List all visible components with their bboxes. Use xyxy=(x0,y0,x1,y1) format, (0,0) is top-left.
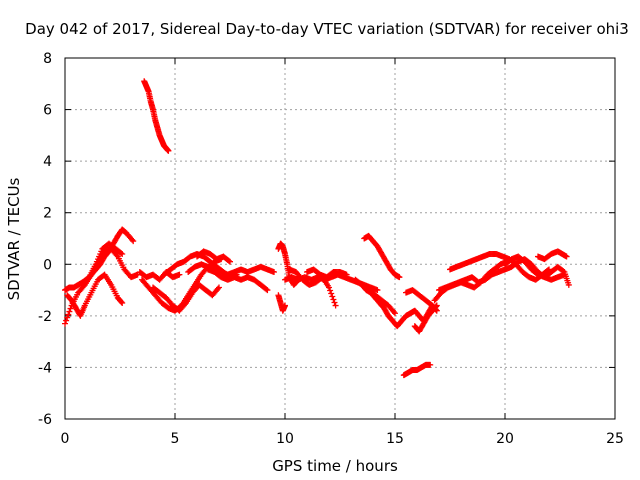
data-point xyxy=(225,257,232,264)
series-track-h xyxy=(150,281,222,314)
data-point xyxy=(118,299,125,306)
series-track-d xyxy=(79,240,126,286)
data-point xyxy=(165,147,172,154)
data-points xyxy=(62,78,572,379)
data-point xyxy=(392,310,398,317)
data-point xyxy=(332,302,339,309)
data-point xyxy=(176,271,183,278)
data-point xyxy=(119,250,126,257)
data-point xyxy=(216,284,222,291)
data-point xyxy=(263,286,270,293)
data-point xyxy=(118,250,125,257)
series-track-v xyxy=(411,302,440,335)
series-track-k xyxy=(205,266,271,294)
y-tick-label: 4 xyxy=(43,154,52,170)
data-point xyxy=(62,320,68,327)
data-point xyxy=(331,299,338,306)
data-point xyxy=(264,287,271,294)
series-track-t xyxy=(352,276,398,317)
series-track-f xyxy=(136,269,183,283)
series-track-p xyxy=(286,266,339,309)
data-point xyxy=(328,290,335,297)
x-tick-label: 20 xyxy=(496,431,514,447)
data-point xyxy=(326,284,332,291)
x-axis-label: GPS time / hours xyxy=(272,457,398,475)
data-point xyxy=(64,314,71,321)
series-track-q xyxy=(304,266,350,281)
data-point xyxy=(271,269,277,276)
x-tick-label: 5 xyxy=(171,431,180,447)
data-point xyxy=(65,311,72,318)
data-point xyxy=(66,308,73,315)
y-axis-label: SDTVAR / TECUs xyxy=(5,177,23,300)
series-track-c xyxy=(64,271,126,319)
data-point xyxy=(565,281,572,288)
y-tick-label: 0 xyxy=(43,257,52,273)
series-track-r xyxy=(361,232,403,281)
x-tick-label: 0 xyxy=(61,431,70,447)
y-tick-label: 2 xyxy=(43,206,52,222)
axis-ticks: 0 5 10 15 20 25 -6 -4 -2 0 2 4 6 8 xyxy=(38,51,624,447)
data-point xyxy=(130,238,137,245)
data-point xyxy=(113,252,120,259)
data-point xyxy=(227,258,233,265)
data-point xyxy=(214,285,221,292)
data-point xyxy=(563,253,570,260)
x-tick-label: 10 xyxy=(276,431,294,447)
grid xyxy=(65,58,615,419)
data-point xyxy=(433,303,440,310)
y-tick-label: -6 xyxy=(38,412,52,428)
data-point xyxy=(427,361,434,368)
x-tick-label: 15 xyxy=(386,431,404,447)
series-track-aa xyxy=(502,253,572,288)
x-tick-label: 25 xyxy=(606,431,624,447)
data-point xyxy=(63,317,70,324)
y-tick-label: -4 xyxy=(38,360,52,376)
data-point xyxy=(327,287,334,294)
y-tick-label: -2 xyxy=(38,309,52,325)
series-track-l xyxy=(194,248,233,265)
data-point xyxy=(119,299,126,306)
chart-title: Day 042 of 2017, Sidereal Day-to-day VTE… xyxy=(25,20,629,38)
data-point xyxy=(560,268,567,275)
series-track-n xyxy=(275,292,288,314)
series-track-e xyxy=(141,78,172,154)
data-point xyxy=(396,274,403,281)
series-track-ab xyxy=(535,248,570,263)
series-track-x xyxy=(431,258,511,304)
data-point xyxy=(181,301,188,308)
data-point xyxy=(433,302,440,309)
data-point xyxy=(343,271,350,278)
data-point xyxy=(390,308,397,315)
plot-frame xyxy=(64,57,616,420)
data-point xyxy=(282,302,288,309)
data-point xyxy=(85,275,92,282)
data-point xyxy=(374,287,381,294)
data-point xyxy=(67,305,74,312)
data-point xyxy=(330,296,337,303)
data-point xyxy=(329,293,336,300)
series-track-w xyxy=(400,361,434,379)
data-point xyxy=(129,236,136,243)
y-tick-label: 8 xyxy=(43,51,52,67)
y-tick-label: 6 xyxy=(43,103,52,119)
